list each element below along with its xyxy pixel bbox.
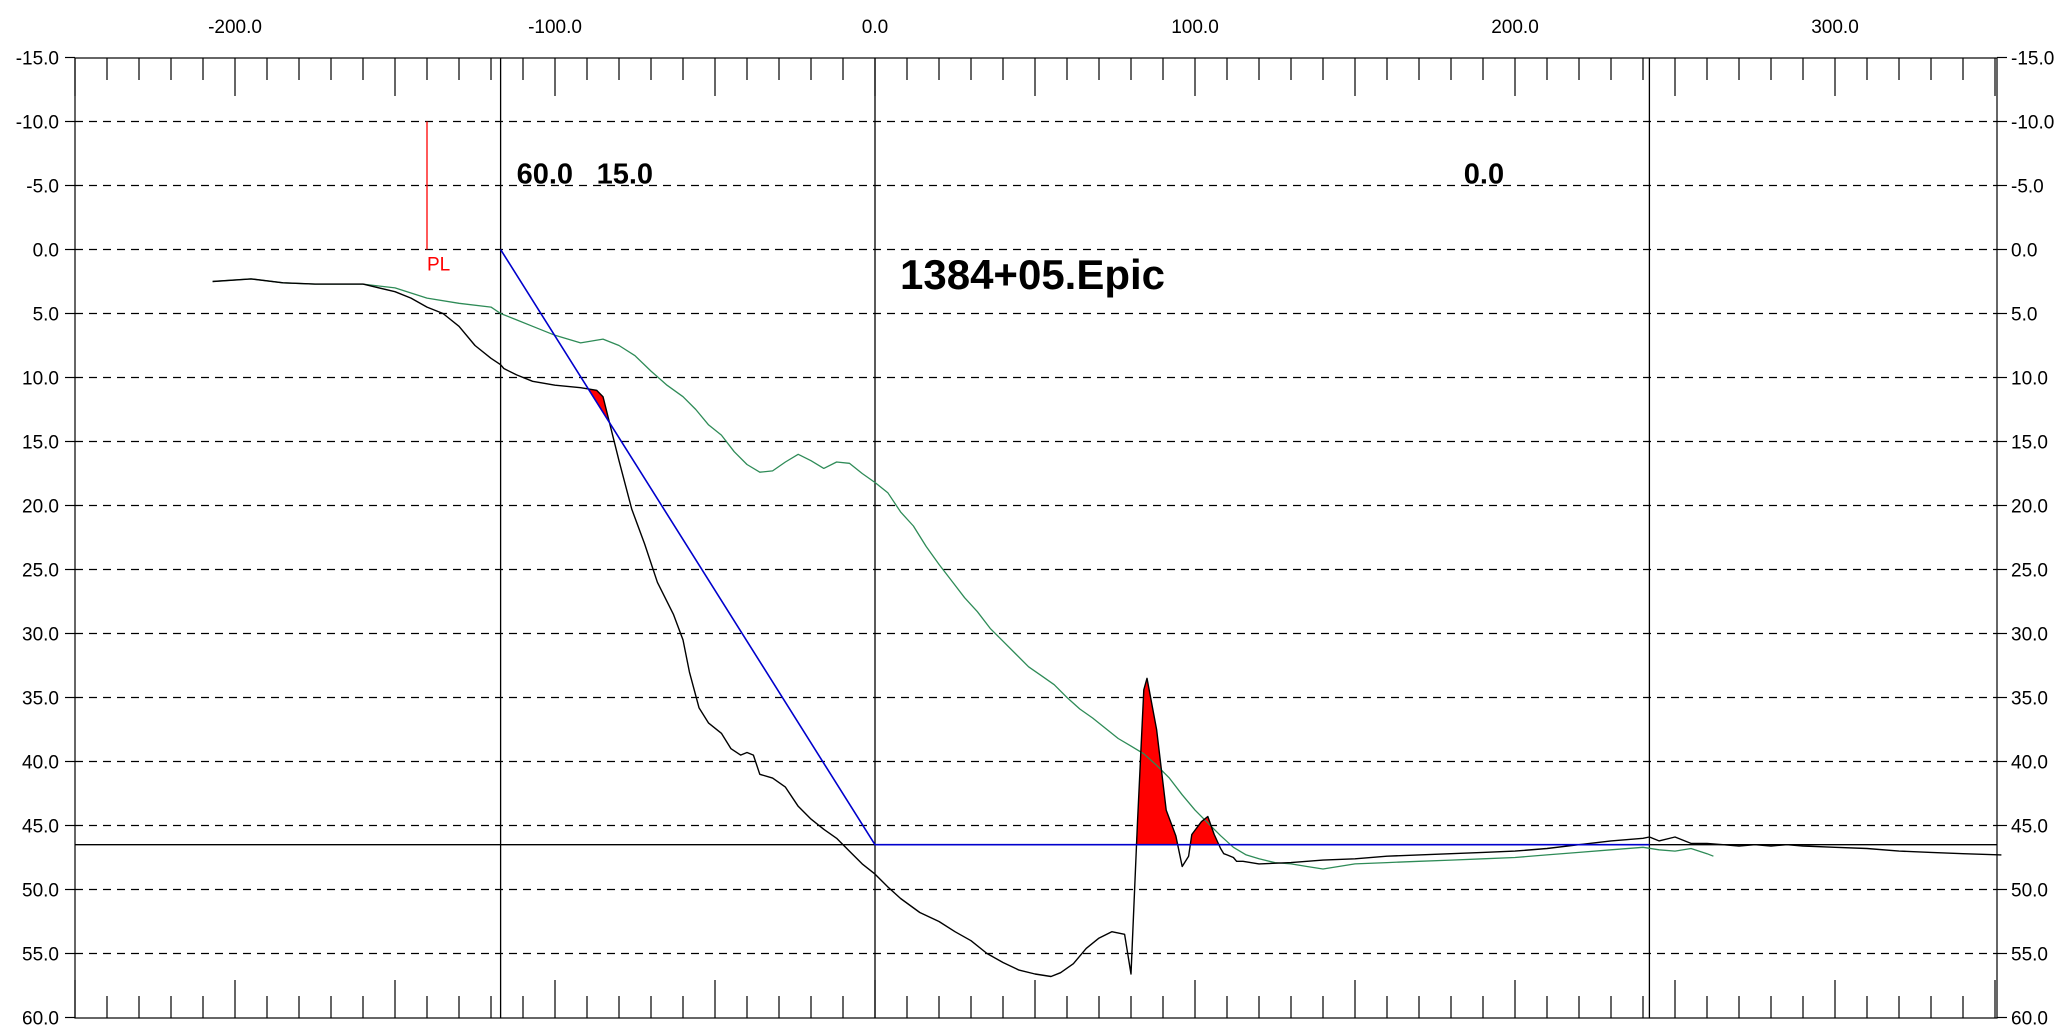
y-tick-label: 50.0 [22, 881, 59, 902]
y-tick-label: -15.0 [16, 49, 59, 70]
y-tick-label: 10.0 [2011, 369, 2048, 390]
x-tick-label: 0.0 [862, 17, 888, 38]
x-axis-ticks: -200.0 -100.0 0.0 100.0 200.0 300.0 [74, 17, 1996, 1018]
y-tick-label: 5.0 [2011, 305, 2037, 326]
y-tick-label: 30.0 [22, 625, 59, 646]
y-tick-label: -5.0 [26, 177, 59, 198]
plot-frame [74, 57, 1998, 1019]
y-tick-label: 0.0 [2011, 241, 2037, 262]
y-tick-label: 35.0 [22, 689, 59, 710]
y-tick-label: 25.0 [22, 561, 59, 582]
y-tick-label: 60.0 [2011, 1009, 2048, 1029]
y-tick-label: -15.0 [2011, 49, 2054, 70]
y-tick-label: 30.0 [2011, 625, 2048, 646]
y-tick-label: -10.0 [16, 113, 59, 134]
x-tick-label: 300.0 [1811, 17, 1859, 38]
pl-marker: PL [426, 121, 450, 276]
design-line [499, 249, 1650, 846]
y-tick-label: 45.0 [2011, 817, 2048, 838]
annotation-label: 15.0 [597, 159, 653, 191]
y-tick-label: -10.0 [2011, 113, 2054, 134]
y-tick-label: 55.0 [22, 945, 59, 966]
y-tick-label: 25.0 [2011, 561, 2048, 582]
x-tick-label: 200.0 [1491, 17, 1539, 38]
y-tick-label: 10.0 [22, 369, 59, 390]
annotation-label: 60.0 [517, 159, 573, 191]
x-tick-label: 100.0 [1171, 17, 1219, 38]
annotation-label: 0.0 [1464, 159, 1504, 191]
y-tick-label: 0.0 [33, 241, 59, 262]
chart-title: 1384+05.Epic [900, 251, 1165, 298]
y-tick-label: 15.0 [22, 433, 59, 454]
pl-marker-label: PL [427, 255, 450, 276]
y-tick-label: 35.0 [2011, 689, 2048, 710]
y-tick-label: 55.0 [2011, 945, 2048, 966]
profile-series [212, 249, 2002, 978]
y-tick-label: -5.0 [2011, 177, 2044, 198]
x-tick-label: -200.0 [208, 17, 262, 38]
y-tick-label: 40.0 [22, 753, 59, 774]
y-tick-label: 15.0 [2011, 433, 2048, 454]
existing-ground-line [212, 278, 2002, 978]
secondary-ground-line [212, 278, 1714, 870]
y-tick-label: 60.0 [22, 1009, 59, 1029]
y-tick-label: 50.0 [2011, 881, 2048, 902]
grid-lines [75, 120, 1997, 955]
y-tick-label: 5.0 [33, 305, 59, 326]
y-tick-label: 20.0 [2011, 497, 2048, 518]
y-tick-label: 20.0 [22, 497, 59, 518]
y-axis-ticks: -15.0 -15.0 -10.0 -10.0 -5.0 -5.0 0.0 0.0 5.0 5.0… [16, 49, 2055, 1029]
y-tick-label: 40.0 [2011, 753, 2048, 774]
annotations: 1384+05.Epic 60.0 15.0 0.0 [517, 159, 1505, 298]
y-tick-label: 45.0 [22, 817, 59, 838]
x-tick-label: -100.0 [528, 17, 582, 38]
plot-border [74, 57, 1998, 1019]
